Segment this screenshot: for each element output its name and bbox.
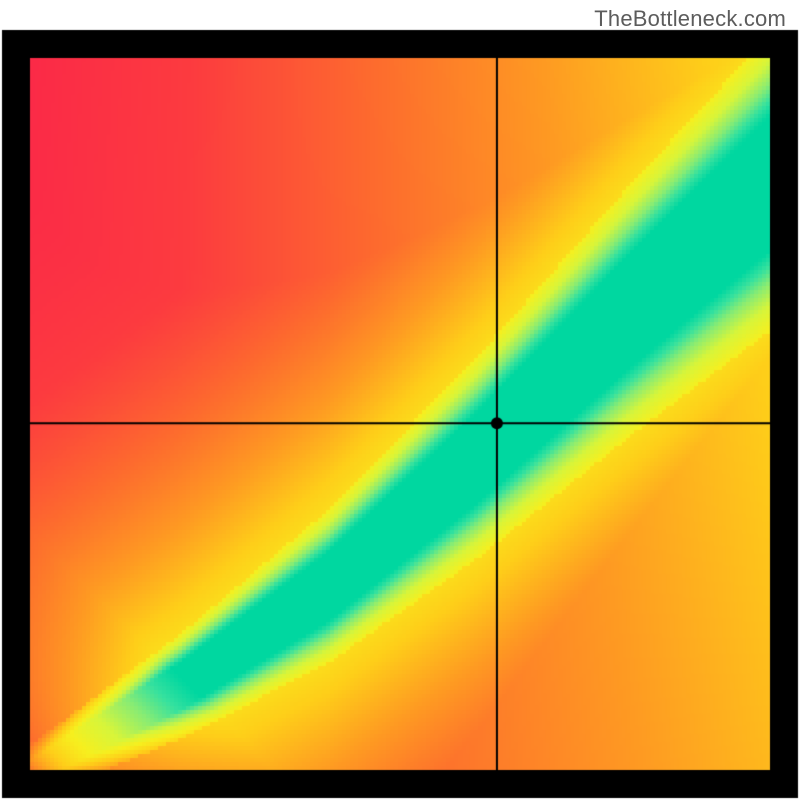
watermark-text: TheBottleneck.com (594, 6, 786, 32)
bottleneck-heatmap-canvas (0, 0, 800, 800)
